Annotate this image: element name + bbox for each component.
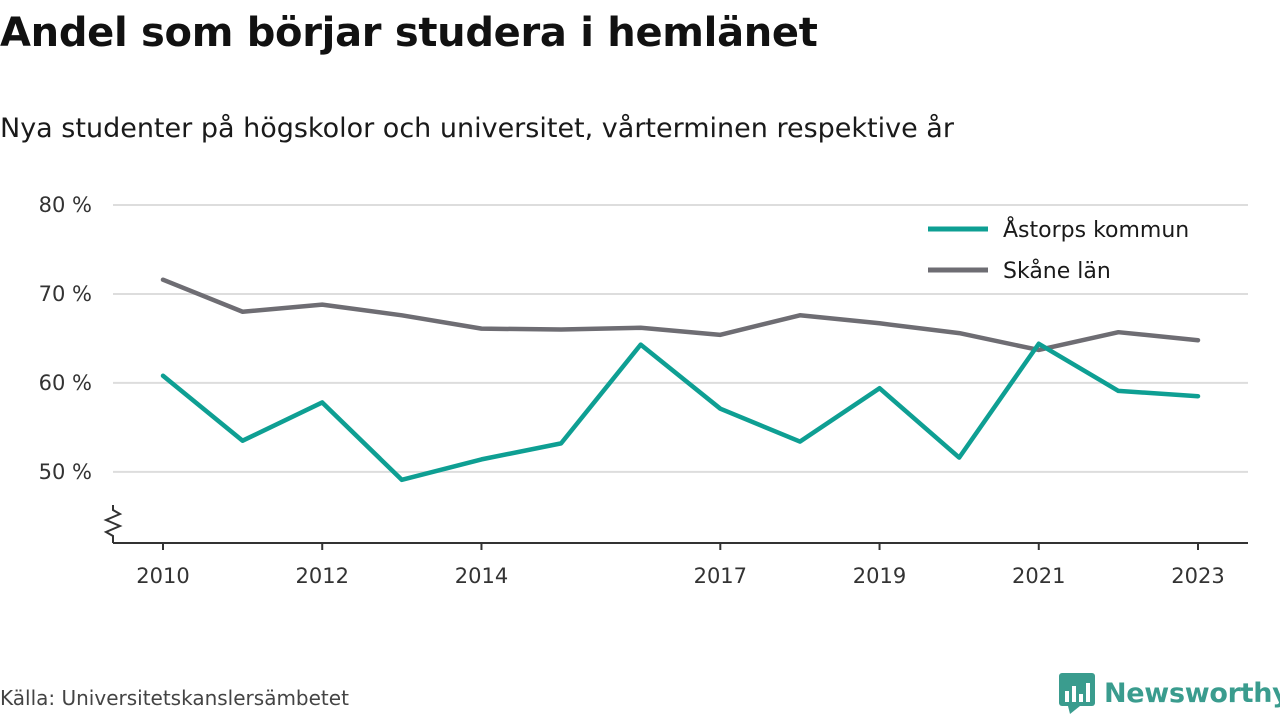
x-tick-label: 2017 bbox=[694, 564, 747, 588]
y-axis-tick-labels: 50 % 60 % 70 % 80 % bbox=[39, 193, 92, 484]
x-tick-label: 2012 bbox=[296, 564, 349, 588]
x-axis bbox=[103, 505, 1248, 550]
legend-label: Åstorps kommun bbox=[1003, 216, 1189, 243]
brand-name: Newsworthy bbox=[1104, 677, 1280, 709]
series-lines bbox=[160, 277, 1201, 483]
series-line bbox=[160, 277, 1201, 353]
x-tick-label: 2019 bbox=[853, 564, 906, 588]
x-tick-label: 2010 bbox=[136, 564, 189, 588]
newsworthy-logo-icon bbox=[1059, 673, 1095, 714]
source-note: Källa: Universitetskanslersämbetet bbox=[0, 686, 349, 710]
chart-subtitle: Nya studenter på högskolor och universit… bbox=[0, 113, 954, 144]
gridlines bbox=[113, 204, 1248, 473]
x-tick-label: 2014 bbox=[455, 564, 508, 588]
legend-label: Skåne län bbox=[1003, 258, 1111, 284]
x-tick-label: 2021 bbox=[1012, 564, 1065, 588]
series-line bbox=[160, 341, 1201, 483]
legend-box bbox=[918, 207, 1228, 293]
y-tick-label: 70 % bbox=[39, 282, 92, 306]
x-axis-tick-labels: 2010 2012 2014 2017 2019 2021 2023 bbox=[136, 564, 1224, 588]
legend: Åstorps kommun Skåne län bbox=[918, 207, 1228, 293]
y-tick-label: 60 % bbox=[39, 371, 92, 395]
axis-break-mark bbox=[103, 505, 123, 543]
y-tick-label: 50 % bbox=[39, 460, 92, 484]
x-tick-label: 2023 bbox=[1171, 564, 1224, 588]
chart-title: Andel som börjar studera i hemlänet bbox=[0, 10, 818, 56]
y-tick-label: 80 % bbox=[39, 193, 92, 217]
brand-logo: Newsworthy bbox=[1058, 672, 1280, 714]
